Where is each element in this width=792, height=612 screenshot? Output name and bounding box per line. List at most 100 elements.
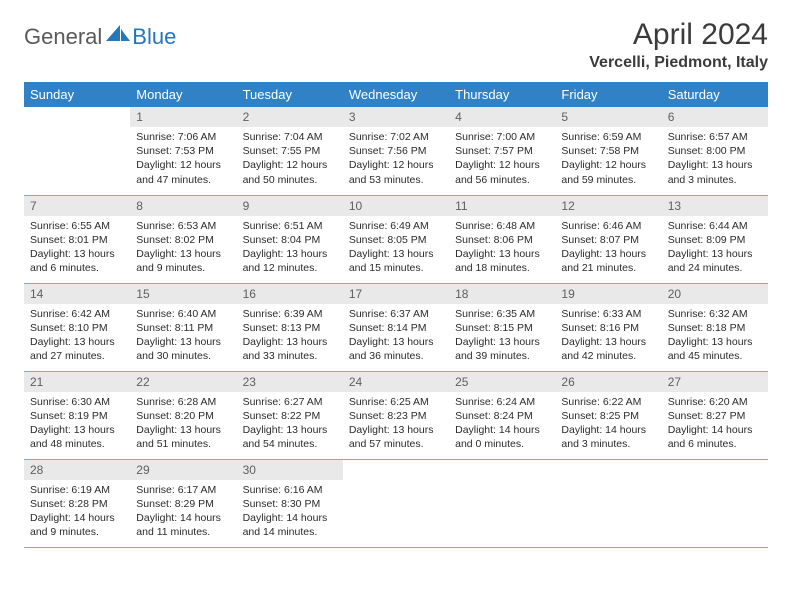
day-content: Sunrise: 6:30 AMSunset: 8:19 PMDaylight:… [24,392,130,456]
calendar-cell: 24Sunrise: 6:25 AMSunset: 8:23 PMDayligh… [343,371,449,459]
day-number: 19 [555,284,661,304]
daylight-text: Daylight: 13 hours and 3 minutes. [668,158,762,186]
sunset-text: Sunset: 8:22 PM [243,409,337,423]
weekday-header: Wednesday [343,82,449,107]
day-number: 26 [555,372,661,392]
calendar-cell: 10Sunrise: 6:49 AMSunset: 8:05 PMDayligh… [343,195,449,283]
sunset-text: Sunset: 7:57 PM [455,144,549,158]
calendar-cell: 5Sunrise: 6:59 AMSunset: 7:58 PMDaylight… [555,107,661,195]
day-number: 24 [343,372,449,392]
weekday-header: Thursday [449,82,555,107]
daylight-text: Daylight: 12 hours and 50 minutes. [243,158,337,186]
sunrise-text: Sunrise: 6:57 AM [668,130,762,144]
calendar-cell: 28 Sunrise: 6:19 AMSunset: 8:28 PMDayligh… [24,459,130,547]
sunset-text: Sunset: 8:13 PM [243,321,337,335]
daylight-text: Daylight: 13 hours and 6 minutes. [30,247,124,275]
calendar-week-row: 7Sunrise: 6:55 AMSunset: 8:01 PMDaylight… [24,195,768,283]
day-number: 18 [449,284,555,304]
calendar-cell: 13Sunrise: 6:44 AMSunset: 8:09 PMDayligh… [662,195,768,283]
day-number: 11 [449,196,555,216]
sunrise-text: Sunrise: 6:19 AM [30,483,124,497]
sunrise-text: Sunrise: 7:06 AM [136,130,230,144]
day-number: 23 [237,372,343,392]
day-content: Sunrise: 6:16 AMSunset: 8:30 PMDaylight:… [237,480,343,544]
calendar-cell [662,459,768,547]
calendar-cell: 29Sunrise: 6:17 AMSunset: 8:29 PMDayligh… [130,459,236,547]
sunset-text: Sunset: 8:28 PM [30,497,124,511]
sunset-text: Sunset: 8:30 PM [243,497,337,511]
day-content: Sunrise: 6:48 AMSunset: 8:06 PMDaylight:… [449,216,555,280]
calendar-cell: 8Sunrise: 6:53 AMSunset: 8:02 PMDaylight… [130,195,236,283]
day-content: Sunrise: 6:37 AMSunset: 8:14 PMDaylight:… [343,304,449,368]
calendar-cell: 1Sunrise: 7:06 AMSunset: 7:53 PMDaylight… [130,107,236,195]
daylight-text: Daylight: 12 hours and 47 minutes. [136,158,230,186]
calendar-cell: 16Sunrise: 6:39 AMSunset: 8:13 PMDayligh… [237,283,343,371]
day-number: 22 [130,372,236,392]
daylight-text: Daylight: 13 hours and 27 minutes. [30,335,124,363]
sunset-text: Sunset: 8:24 PM [455,409,549,423]
sunset-text: Sunset: 8:18 PM [668,321,762,335]
daylight-text: Daylight: 13 hours and 30 minutes. [136,335,230,363]
daylight-text: Daylight: 14 hours and 0 minutes. [455,423,549,451]
calendar-cell: 18Sunrise: 6:35 AMSunset: 8:15 PMDayligh… [449,283,555,371]
sunrise-text: Sunrise: 6:55 AM [30,219,124,233]
sunrise-text: Sunrise: 6:32 AM [668,307,762,321]
day-number: 7 [24,196,130,216]
header: General Blue April 2024 Vercelli, Piedmo… [24,18,768,72]
daylight-text: Daylight: 13 hours and 39 minutes. [455,335,549,363]
sunrise-text: Sunrise: 6:42 AM [30,307,124,321]
sunrise-text: Sunrise: 6:44 AM [668,219,762,233]
sunrise-text: Sunrise: 7:04 AM [243,130,337,144]
sunrise-text: Sunrise: 6:20 AM [668,395,762,409]
daylight-text: Daylight: 13 hours and 21 minutes. [561,247,655,275]
calendar-cell: 27Sunrise: 6:20 AMSunset: 8:27 PMDayligh… [662,371,768,459]
day-content: Sunrise: 6:53 AMSunset: 8:02 PMDaylight:… [130,216,236,280]
day-content: Sunrise: 7:04 AMSunset: 7:55 PMDaylight:… [237,127,343,191]
sunrise-text: Sunrise: 6:59 AM [561,130,655,144]
daylight-text: Daylight: 13 hours and 42 minutes. [561,335,655,363]
sunrise-text: Sunrise: 6:37 AM [349,307,443,321]
sunset-text: Sunset: 8:19 PM [30,409,124,423]
sunset-text: Sunset: 7:56 PM [349,144,443,158]
day-content: Sunrise: 6:28 AMSunset: 8:20 PMDaylight:… [130,392,236,456]
calendar-cell: 17Sunrise: 6:37 AMSunset: 8:14 PMDayligh… [343,283,449,371]
calendar-cell: 3Sunrise: 7:02 AMSunset: 7:56 PMDaylight… [343,107,449,195]
weekday-header: Sunday [24,82,130,107]
daylight-text: Daylight: 13 hours and 15 minutes. [349,247,443,275]
daylight-text: Daylight: 13 hours and 48 minutes. [30,423,124,451]
day-number: 28 [24,460,130,480]
day-number: 1 [130,107,236,127]
daylight-text: Daylight: 14 hours and 6 minutes. [668,423,762,451]
day-number: 15 [130,284,236,304]
sunrise-text: Sunrise: 6:39 AM [243,307,337,321]
sunset-text: Sunset: 8:04 PM [243,233,337,247]
sunset-text: Sunset: 8:23 PM [349,409,443,423]
sunset-text: Sunset: 8:27 PM [668,409,762,423]
sunrise-text: Sunrise: 6:40 AM [136,307,230,321]
day-number: 14 [24,284,130,304]
title-block: April 2024 Vercelli, Piedmont, Italy [589,18,768,72]
sunset-text: Sunset: 8:29 PM [136,497,230,511]
sunrise-text: Sunrise: 6:53 AM [136,219,230,233]
calendar-cell [555,459,661,547]
daylight-text: Daylight: 13 hours and 45 minutes. [668,335,762,363]
day-content: Sunrise: 7:06 AMSunset: 7:53 PMDaylight:… [130,127,236,191]
calendar-cell: 6Sunrise: 6:57 AMSunset: 8:00 PMDaylight… [662,107,768,195]
day-number: 6 [662,107,768,127]
month-title: April 2024 [589,18,768,52]
sunset-text: Sunset: 8:02 PM [136,233,230,247]
daylight-text: Daylight: 14 hours and 14 minutes. [243,511,337,539]
day-number: 3 [343,107,449,127]
calendar-cell: 23Sunrise: 6:27 AMSunset: 8:22 PMDayligh… [237,371,343,459]
calendar-cell: 12Sunrise: 6:46 AMSunset: 8:07 PMDayligh… [555,195,661,283]
daylight-text: Daylight: 13 hours and 57 minutes. [349,423,443,451]
daylight-text: Daylight: 14 hours and 9 minutes. [30,511,124,539]
daylight-text: Daylight: 14 hours and 11 minutes. [136,511,230,539]
sunset-text: Sunset: 8:20 PM [136,409,230,423]
day-content: Sunrise: 6:55 AMSunset: 8:01 PMDaylight:… [24,216,130,280]
daylight-text: Daylight: 13 hours and 51 minutes. [136,423,230,451]
sunrise-text: Sunrise: 6:46 AM [561,219,655,233]
calendar-body: 1Sunrise: 7:06 AMSunset: 7:53 PMDaylight… [24,107,768,547]
sunrise-text: Sunrise: 6:48 AM [455,219,549,233]
sunrise-text: Sunrise: 6:17 AM [136,483,230,497]
